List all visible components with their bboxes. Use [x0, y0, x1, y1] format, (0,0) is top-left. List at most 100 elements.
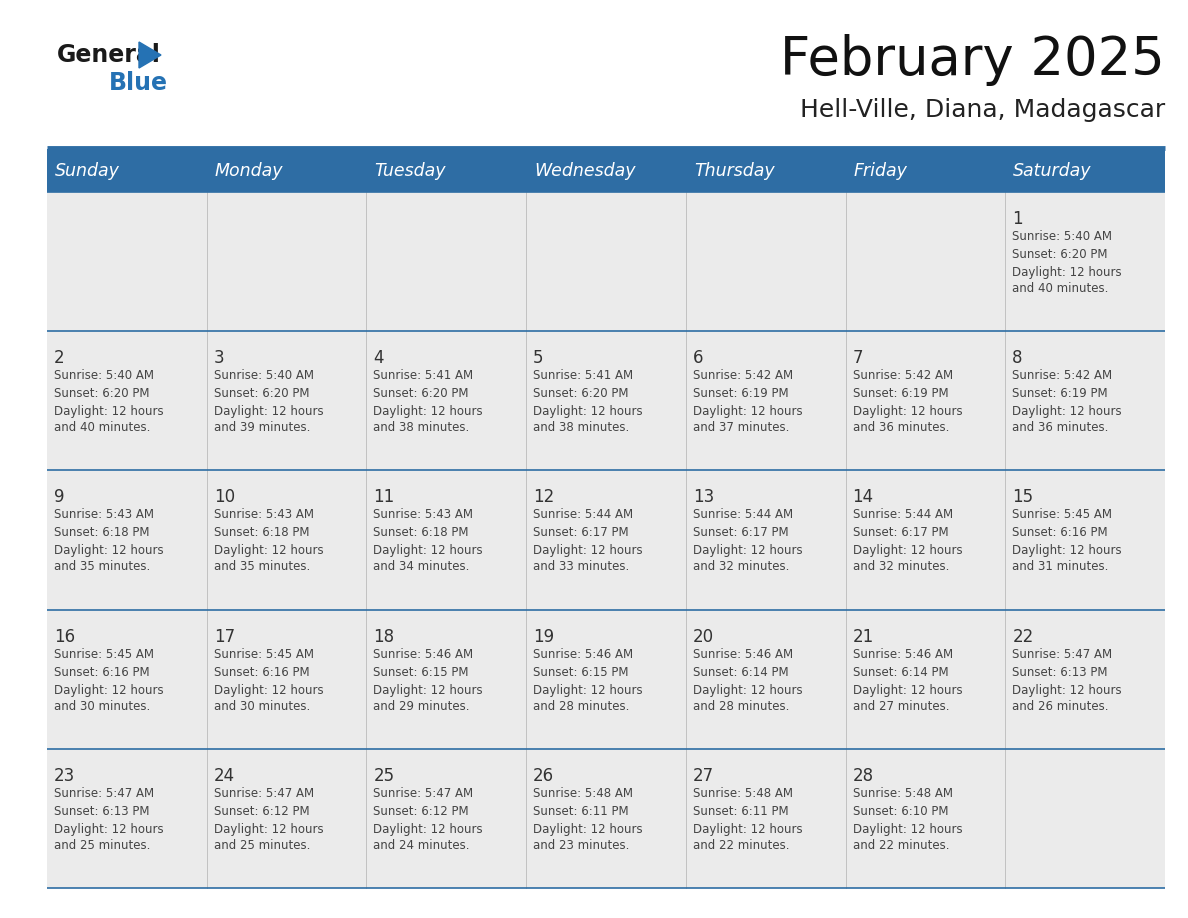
Text: and 25 minutes.: and 25 minutes.: [214, 839, 310, 852]
Text: Sunset: 6:16 PM: Sunset: 6:16 PM: [1012, 526, 1108, 540]
Text: and 25 minutes.: and 25 minutes.: [53, 839, 151, 852]
Text: February 2025: February 2025: [781, 34, 1165, 86]
Text: Blue: Blue: [109, 71, 168, 95]
Text: Sunset: 6:20 PM: Sunset: 6:20 PM: [53, 387, 150, 400]
Text: 14: 14: [853, 488, 873, 507]
Text: and 35 minutes.: and 35 minutes.: [214, 560, 310, 574]
Bar: [48, 610, 1165, 749]
Text: Sunset: 6:16 PM: Sunset: 6:16 PM: [214, 666, 309, 678]
Text: Sunset: 6:18 PM: Sunset: 6:18 PM: [373, 526, 469, 540]
Text: and 34 minutes.: and 34 minutes.: [373, 560, 469, 574]
Text: Sunset: 6:19 PM: Sunset: 6:19 PM: [693, 387, 789, 400]
Text: and 26 minutes.: and 26 minutes.: [1012, 700, 1108, 712]
Bar: [48, 470, 1165, 610]
Text: Sunset: 6:14 PM: Sunset: 6:14 PM: [853, 666, 948, 678]
Text: Daylight: 12 hours: Daylight: 12 hours: [1012, 684, 1121, 697]
Text: Daylight: 12 hours: Daylight: 12 hours: [853, 405, 962, 419]
Text: Sunset: 6:17 PM: Sunset: 6:17 PM: [533, 526, 628, 540]
Text: Daylight: 12 hours: Daylight: 12 hours: [214, 405, 323, 419]
Text: Sunset: 6:18 PM: Sunset: 6:18 PM: [53, 526, 150, 540]
Text: Sunrise: 5:48 AM: Sunrise: 5:48 AM: [533, 787, 633, 800]
Text: 8: 8: [1012, 349, 1023, 367]
Text: Sunset: 6:12 PM: Sunset: 6:12 PM: [214, 805, 309, 818]
Text: and 32 minutes.: and 32 minutes.: [853, 560, 949, 574]
Text: and 30 minutes.: and 30 minutes.: [214, 700, 310, 712]
Text: 2: 2: [53, 349, 64, 367]
Text: Daylight: 12 hours: Daylight: 12 hours: [373, 823, 484, 835]
Text: Sunrise: 5:43 AM: Sunrise: 5:43 AM: [53, 509, 154, 521]
Text: Friday: Friday: [853, 162, 908, 180]
Text: Sunrise: 5:48 AM: Sunrise: 5:48 AM: [853, 787, 953, 800]
Text: Sunrise: 5:45 AM: Sunrise: 5:45 AM: [53, 647, 154, 661]
Text: Sunset: 6:15 PM: Sunset: 6:15 PM: [373, 666, 469, 678]
Text: Sunrise: 5:48 AM: Sunrise: 5:48 AM: [693, 787, 792, 800]
Text: 19: 19: [533, 628, 555, 645]
Text: Daylight: 12 hours: Daylight: 12 hours: [53, 405, 164, 419]
Text: and 40 minutes.: and 40 minutes.: [53, 421, 151, 434]
Text: and 23 minutes.: and 23 minutes.: [533, 839, 630, 852]
Text: Daylight: 12 hours: Daylight: 12 hours: [533, 684, 643, 697]
Text: Sunrise: 5:46 AM: Sunrise: 5:46 AM: [533, 647, 633, 661]
Text: and 22 minutes.: and 22 minutes.: [853, 839, 949, 852]
Text: Sunset: 6:20 PM: Sunset: 6:20 PM: [533, 387, 628, 400]
Bar: [48, 192, 1165, 331]
Text: 12: 12: [533, 488, 555, 507]
Text: 25: 25: [373, 767, 394, 785]
Text: Sunrise: 5:44 AM: Sunrise: 5:44 AM: [853, 509, 953, 521]
Text: Daylight: 12 hours: Daylight: 12 hours: [853, 544, 962, 557]
Text: Daylight: 12 hours: Daylight: 12 hours: [693, 684, 802, 697]
Text: Sunset: 6:14 PM: Sunset: 6:14 PM: [693, 666, 789, 678]
Text: 1: 1: [1012, 210, 1023, 228]
Text: and 38 minutes.: and 38 minutes.: [373, 421, 469, 434]
Text: Daylight: 12 hours: Daylight: 12 hours: [53, 684, 164, 697]
Text: and 40 minutes.: and 40 minutes.: [1012, 282, 1108, 295]
Text: Daylight: 12 hours: Daylight: 12 hours: [853, 823, 962, 835]
Text: and 29 minutes.: and 29 minutes.: [373, 700, 470, 712]
Text: 9: 9: [53, 488, 64, 507]
Text: Daylight: 12 hours: Daylight: 12 hours: [1012, 405, 1121, 419]
Text: Hell-Ville, Diana, Madagascar: Hell-Ville, Diana, Madagascar: [800, 98, 1165, 122]
Text: Sunset: 6:18 PM: Sunset: 6:18 PM: [214, 526, 309, 540]
Text: Sunset: 6:15 PM: Sunset: 6:15 PM: [533, 666, 628, 678]
Text: Sunset: 6:20 PM: Sunset: 6:20 PM: [214, 387, 309, 400]
Text: and 37 minutes.: and 37 minutes.: [693, 421, 789, 434]
Text: 17: 17: [214, 628, 235, 645]
Text: Sunset: 6:12 PM: Sunset: 6:12 PM: [373, 805, 469, 818]
Text: Sunset: 6:19 PM: Sunset: 6:19 PM: [1012, 387, 1108, 400]
Text: Saturday: Saturday: [1013, 162, 1092, 180]
Bar: [48, 149, 1165, 192]
Text: Monday: Monday: [215, 162, 283, 180]
Text: Sunset: 6:19 PM: Sunset: 6:19 PM: [853, 387, 948, 400]
Text: Daylight: 12 hours: Daylight: 12 hours: [373, 684, 484, 697]
Text: Tuesday: Tuesday: [374, 162, 446, 180]
Text: Sunset: 6:16 PM: Sunset: 6:16 PM: [53, 666, 150, 678]
Text: 26: 26: [533, 767, 555, 785]
Text: Daylight: 12 hours: Daylight: 12 hours: [533, 405, 643, 419]
Text: Daylight: 12 hours: Daylight: 12 hours: [693, 405, 802, 419]
Text: 24: 24: [214, 767, 235, 785]
Text: Sunrise: 5:47 AM: Sunrise: 5:47 AM: [53, 787, 154, 800]
Text: and 31 minutes.: and 31 minutes.: [1012, 560, 1108, 574]
Text: and 38 minutes.: and 38 minutes.: [533, 421, 630, 434]
Text: Sunrise: 5:40 AM: Sunrise: 5:40 AM: [214, 369, 314, 382]
Text: and 39 minutes.: and 39 minutes.: [214, 421, 310, 434]
Text: Sunrise: 5:46 AM: Sunrise: 5:46 AM: [693, 647, 792, 661]
Text: Daylight: 12 hours: Daylight: 12 hours: [533, 823, 643, 835]
Text: and 35 minutes.: and 35 minutes.: [53, 560, 150, 574]
Text: 22: 22: [1012, 628, 1034, 645]
Text: Sunrise: 5:42 AM: Sunrise: 5:42 AM: [693, 369, 792, 382]
Text: 27: 27: [693, 767, 714, 785]
Text: 28: 28: [853, 767, 873, 785]
Text: 7: 7: [853, 349, 862, 367]
Polygon shape: [139, 42, 162, 68]
Text: Daylight: 12 hours: Daylight: 12 hours: [853, 684, 962, 697]
Text: Daylight: 12 hours: Daylight: 12 hours: [214, 823, 323, 835]
Text: and 28 minutes.: and 28 minutes.: [693, 700, 789, 712]
Text: Sunset: 6:11 PM: Sunset: 6:11 PM: [693, 805, 789, 818]
Text: Daylight: 12 hours: Daylight: 12 hours: [53, 544, 164, 557]
Text: and 28 minutes.: and 28 minutes.: [533, 700, 630, 712]
Text: 4: 4: [373, 349, 384, 367]
Text: and 24 minutes.: and 24 minutes.: [373, 839, 470, 852]
Text: Sunrise: 5:45 AM: Sunrise: 5:45 AM: [1012, 509, 1112, 521]
Text: 23: 23: [53, 767, 75, 785]
